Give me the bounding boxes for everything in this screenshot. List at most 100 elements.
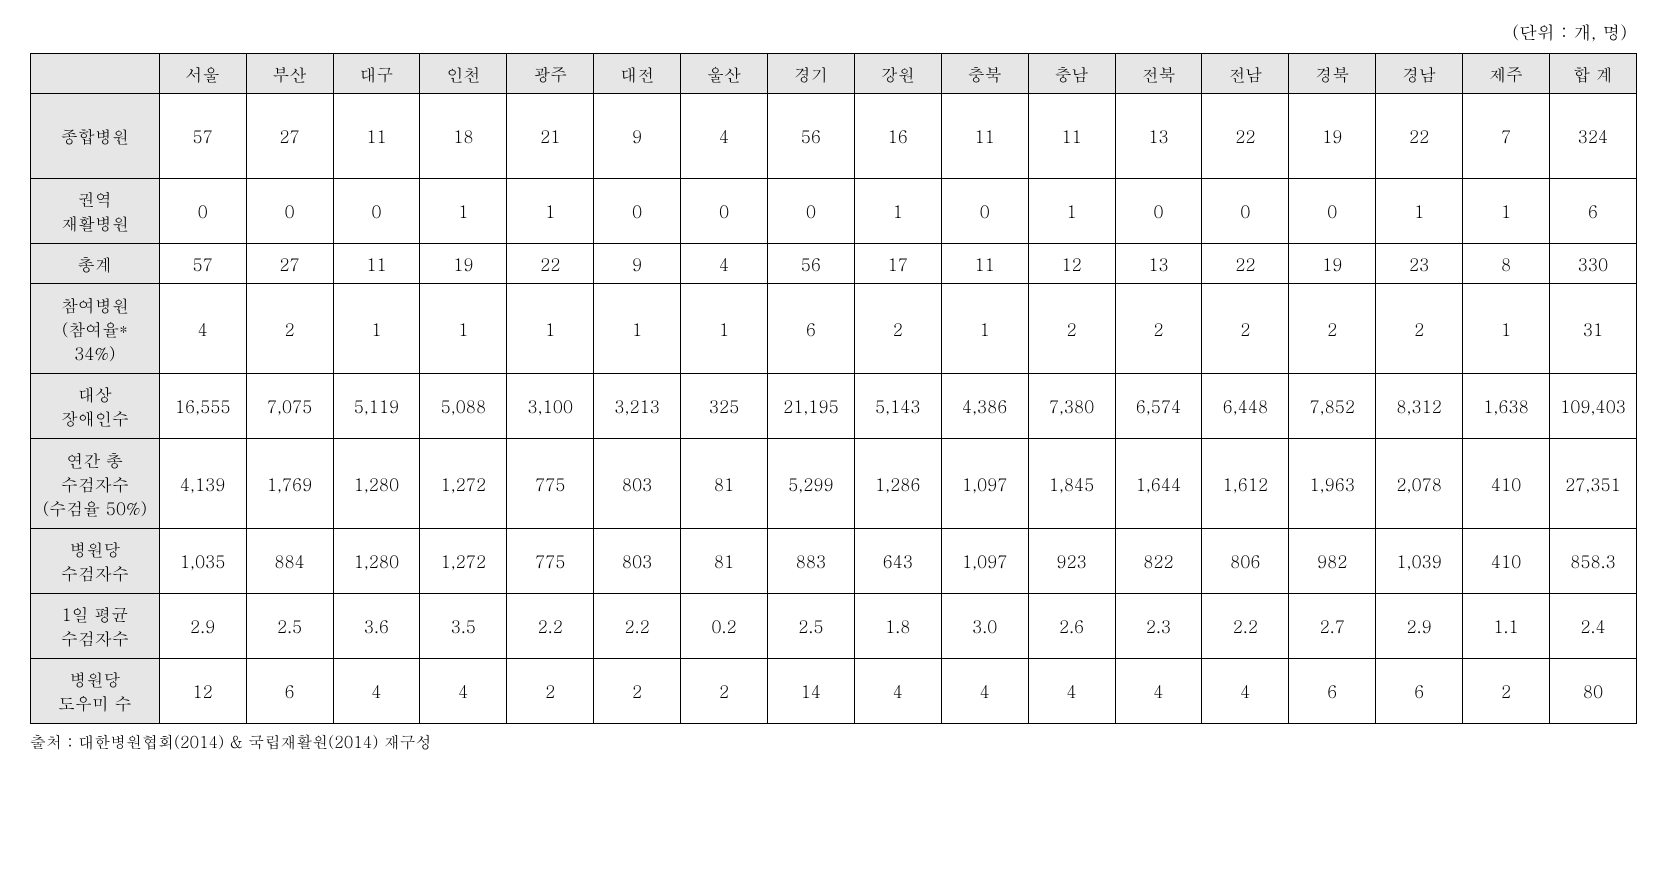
table-cell: 1,963 <box>1289 439 1376 529</box>
table-cell: 2.2 <box>594 594 681 659</box>
table-row: 연간 총수검자수(수검율 50%)4,1391,7691,2801,272775… <box>31 439 1637 529</box>
header-col: 충북 <box>941 54 1028 94</box>
table-cell: 1,039 <box>1376 529 1463 594</box>
table-row: 병원당수검자수1,0358841,2801,272775803818836431… <box>31 529 1637 594</box>
table-cell: 410 <box>1463 529 1550 594</box>
table-cell: 2 <box>681 659 768 724</box>
table-cell: 11 <box>333 94 420 179</box>
table-cell: 1.1 <box>1463 594 1550 659</box>
row-label: 1일 평균수검자수 <box>31 594 160 659</box>
table-cell: 1,286 <box>854 439 941 529</box>
data-table: 서울부산대구인천광주대전울산경기강원충북충남전북전남경북경남제주합 계 종합병원… <box>30 53 1637 724</box>
table-cell: 2 <box>1376 284 1463 374</box>
table-cell: 21,195 <box>767 374 854 439</box>
table-cell: 4,386 <box>941 374 1028 439</box>
header-col: 광주 <box>507 54 594 94</box>
table-cell: 2.5 <box>246 594 333 659</box>
table-cell: 325 <box>681 374 768 439</box>
table-cell: 803 <box>594 439 681 529</box>
table-cell: 4 <box>159 284 246 374</box>
header-col: 대구 <box>333 54 420 94</box>
table-cell: 982 <box>1289 529 1376 594</box>
table-cell: 4 <box>333 659 420 724</box>
table-cell: 7,852 <box>1289 374 1376 439</box>
table-cell: 4 <box>1202 659 1289 724</box>
table-cell: 0 <box>1202 179 1289 244</box>
table-cell: 1 <box>507 179 594 244</box>
header-col: 서울 <box>159 54 246 94</box>
table-cell: 22 <box>1202 244 1289 284</box>
table-cell: 80 <box>1549 659 1636 724</box>
table-cell: 1 <box>594 284 681 374</box>
table-cell: 12 <box>1028 244 1115 284</box>
row-label: 병원당수검자수 <box>31 529 160 594</box>
header-col: 전남 <box>1202 54 1289 94</box>
header-col: 경기 <box>767 54 854 94</box>
table-cell: 19 <box>1289 94 1376 179</box>
table-cell: 324 <box>1549 94 1636 179</box>
header-col: 인천 <box>420 54 507 94</box>
table-cell: 2 <box>854 284 941 374</box>
table-cell: 7,075 <box>246 374 333 439</box>
table-cell: 2.3 <box>1115 594 1202 659</box>
table-cell: 884 <box>246 529 333 594</box>
table-cell: 1,272 <box>420 439 507 529</box>
header-col: 대전 <box>594 54 681 94</box>
table-cell: 1,272 <box>420 529 507 594</box>
table-cell: 56 <box>767 244 854 284</box>
table-cell: 2.2 <box>1202 594 1289 659</box>
table-cell: 775 <box>507 529 594 594</box>
table-cell: 6 <box>246 659 333 724</box>
table-cell: 3,100 <box>507 374 594 439</box>
table-cell: 858.3 <box>1549 529 1636 594</box>
table-cell: 0 <box>1115 179 1202 244</box>
table-cell: 5,143 <box>854 374 941 439</box>
table-cell: 5,119 <box>333 374 420 439</box>
table-cell: 22 <box>1376 94 1463 179</box>
table-cell: 109,403 <box>1549 374 1636 439</box>
table-cell: 883 <box>767 529 854 594</box>
table-cell: 2 <box>246 284 333 374</box>
table-cell: 81 <box>681 439 768 529</box>
table-header-row: 서울부산대구인천광주대전울산경기강원충북충남전북전남경북경남제주합 계 <box>31 54 1637 94</box>
table-cell: 2 <box>1463 659 1550 724</box>
table-cell: 1,644 <box>1115 439 1202 529</box>
table-cell: 11 <box>333 244 420 284</box>
table-cell: 2.9 <box>159 594 246 659</box>
table-cell: 4 <box>854 659 941 724</box>
header-col: 강원 <box>854 54 941 94</box>
table-cell: 4 <box>941 659 1028 724</box>
table-cell: 1,845 <box>1028 439 1115 529</box>
table-cell: 2 <box>1028 284 1115 374</box>
source-note: 출처 : 대한병원협회(2014) & 국립재활원(2014) 재구성 <box>30 730 1637 753</box>
table-cell: 17 <box>854 244 941 284</box>
table-cell: 2.7 <box>1289 594 1376 659</box>
table-cell: 8 <box>1463 244 1550 284</box>
table-cell: 11 <box>1028 94 1115 179</box>
table-cell: 19 <box>1289 244 1376 284</box>
table-cell: 5,088 <box>420 374 507 439</box>
table-cell: 13 <box>1115 94 1202 179</box>
table-cell: 18 <box>420 94 507 179</box>
table-row: 병원당도우미 수12644222144444466280 <box>31 659 1637 724</box>
table-cell: 4 <box>1028 659 1115 724</box>
table-cell: 8,312 <box>1376 374 1463 439</box>
table-cell: 0 <box>246 179 333 244</box>
table-cell: 1,612 <box>1202 439 1289 529</box>
table-cell: 1 <box>1376 179 1463 244</box>
header-col: 합 계 <box>1549 54 1636 94</box>
table-cell: 27,351 <box>1549 439 1636 529</box>
table-row: 참여병원(참여율*34%)421111162122222131 <box>31 284 1637 374</box>
table-cell: 23 <box>1376 244 1463 284</box>
table-cell: 775 <box>507 439 594 529</box>
table-cell: 410 <box>1463 439 1550 529</box>
table-cell: 6 <box>1289 659 1376 724</box>
table-cell: 6,448 <box>1202 374 1289 439</box>
row-label: 종합병원 <box>31 94 160 179</box>
table-cell: 56 <box>767 94 854 179</box>
table-cell: 1,097 <box>941 529 1028 594</box>
header-col: 전북 <box>1115 54 1202 94</box>
table-row: 총계57271119229456171112132219238330 <box>31 244 1637 284</box>
table-cell: 21 <box>507 94 594 179</box>
table-cell: 0 <box>159 179 246 244</box>
